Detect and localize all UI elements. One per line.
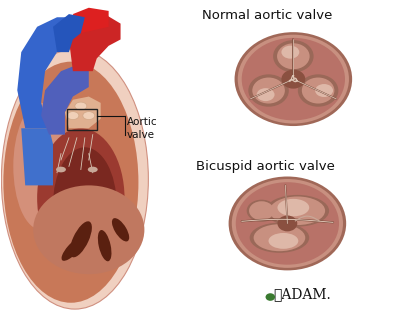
Ellipse shape (298, 74, 338, 107)
Ellipse shape (254, 224, 305, 251)
Bar (67, 109, 97, 130)
Ellipse shape (270, 196, 325, 225)
Ellipse shape (98, 230, 112, 261)
Polygon shape (41, 65, 89, 135)
Circle shape (242, 38, 345, 120)
Ellipse shape (277, 43, 310, 69)
Circle shape (238, 35, 349, 124)
Ellipse shape (252, 77, 285, 104)
Ellipse shape (112, 218, 129, 242)
Circle shape (229, 177, 346, 270)
Ellipse shape (278, 199, 309, 216)
Polygon shape (65, 97, 101, 128)
Ellipse shape (273, 40, 314, 72)
Polygon shape (21, 128, 53, 185)
Ellipse shape (315, 84, 333, 97)
Ellipse shape (302, 77, 334, 104)
Polygon shape (69, 14, 120, 71)
Text: Normal aortic valve: Normal aortic valve (202, 9, 332, 22)
Ellipse shape (33, 185, 144, 274)
Ellipse shape (257, 88, 274, 101)
Ellipse shape (268, 233, 298, 249)
Circle shape (282, 69, 305, 89)
Circle shape (232, 179, 343, 268)
Ellipse shape (266, 195, 329, 227)
Ellipse shape (83, 112, 95, 120)
Circle shape (234, 32, 352, 126)
Ellipse shape (70, 221, 92, 257)
Text: Aortic
valve: Aortic valve (126, 117, 157, 140)
Ellipse shape (75, 102, 87, 110)
Ellipse shape (249, 201, 274, 220)
Text: ★ADAM.: ★ADAM. (274, 287, 331, 301)
Ellipse shape (248, 74, 289, 107)
Polygon shape (17, 17, 97, 128)
Ellipse shape (37, 128, 124, 268)
Circle shape (266, 293, 275, 301)
Text: Bicuspid aortic valve: Bicuspid aortic valve (196, 160, 335, 173)
Ellipse shape (1, 49, 148, 309)
Ellipse shape (250, 223, 309, 253)
Ellipse shape (53, 147, 116, 261)
Ellipse shape (67, 112, 79, 120)
Circle shape (278, 215, 297, 231)
Ellipse shape (56, 167, 66, 172)
Ellipse shape (247, 200, 276, 222)
Ellipse shape (62, 237, 84, 261)
Polygon shape (53, 14, 85, 52)
Ellipse shape (3, 62, 138, 303)
Ellipse shape (88, 167, 98, 172)
Ellipse shape (282, 46, 299, 59)
Polygon shape (73, 8, 109, 33)
Circle shape (236, 182, 339, 265)
Ellipse shape (13, 103, 69, 230)
